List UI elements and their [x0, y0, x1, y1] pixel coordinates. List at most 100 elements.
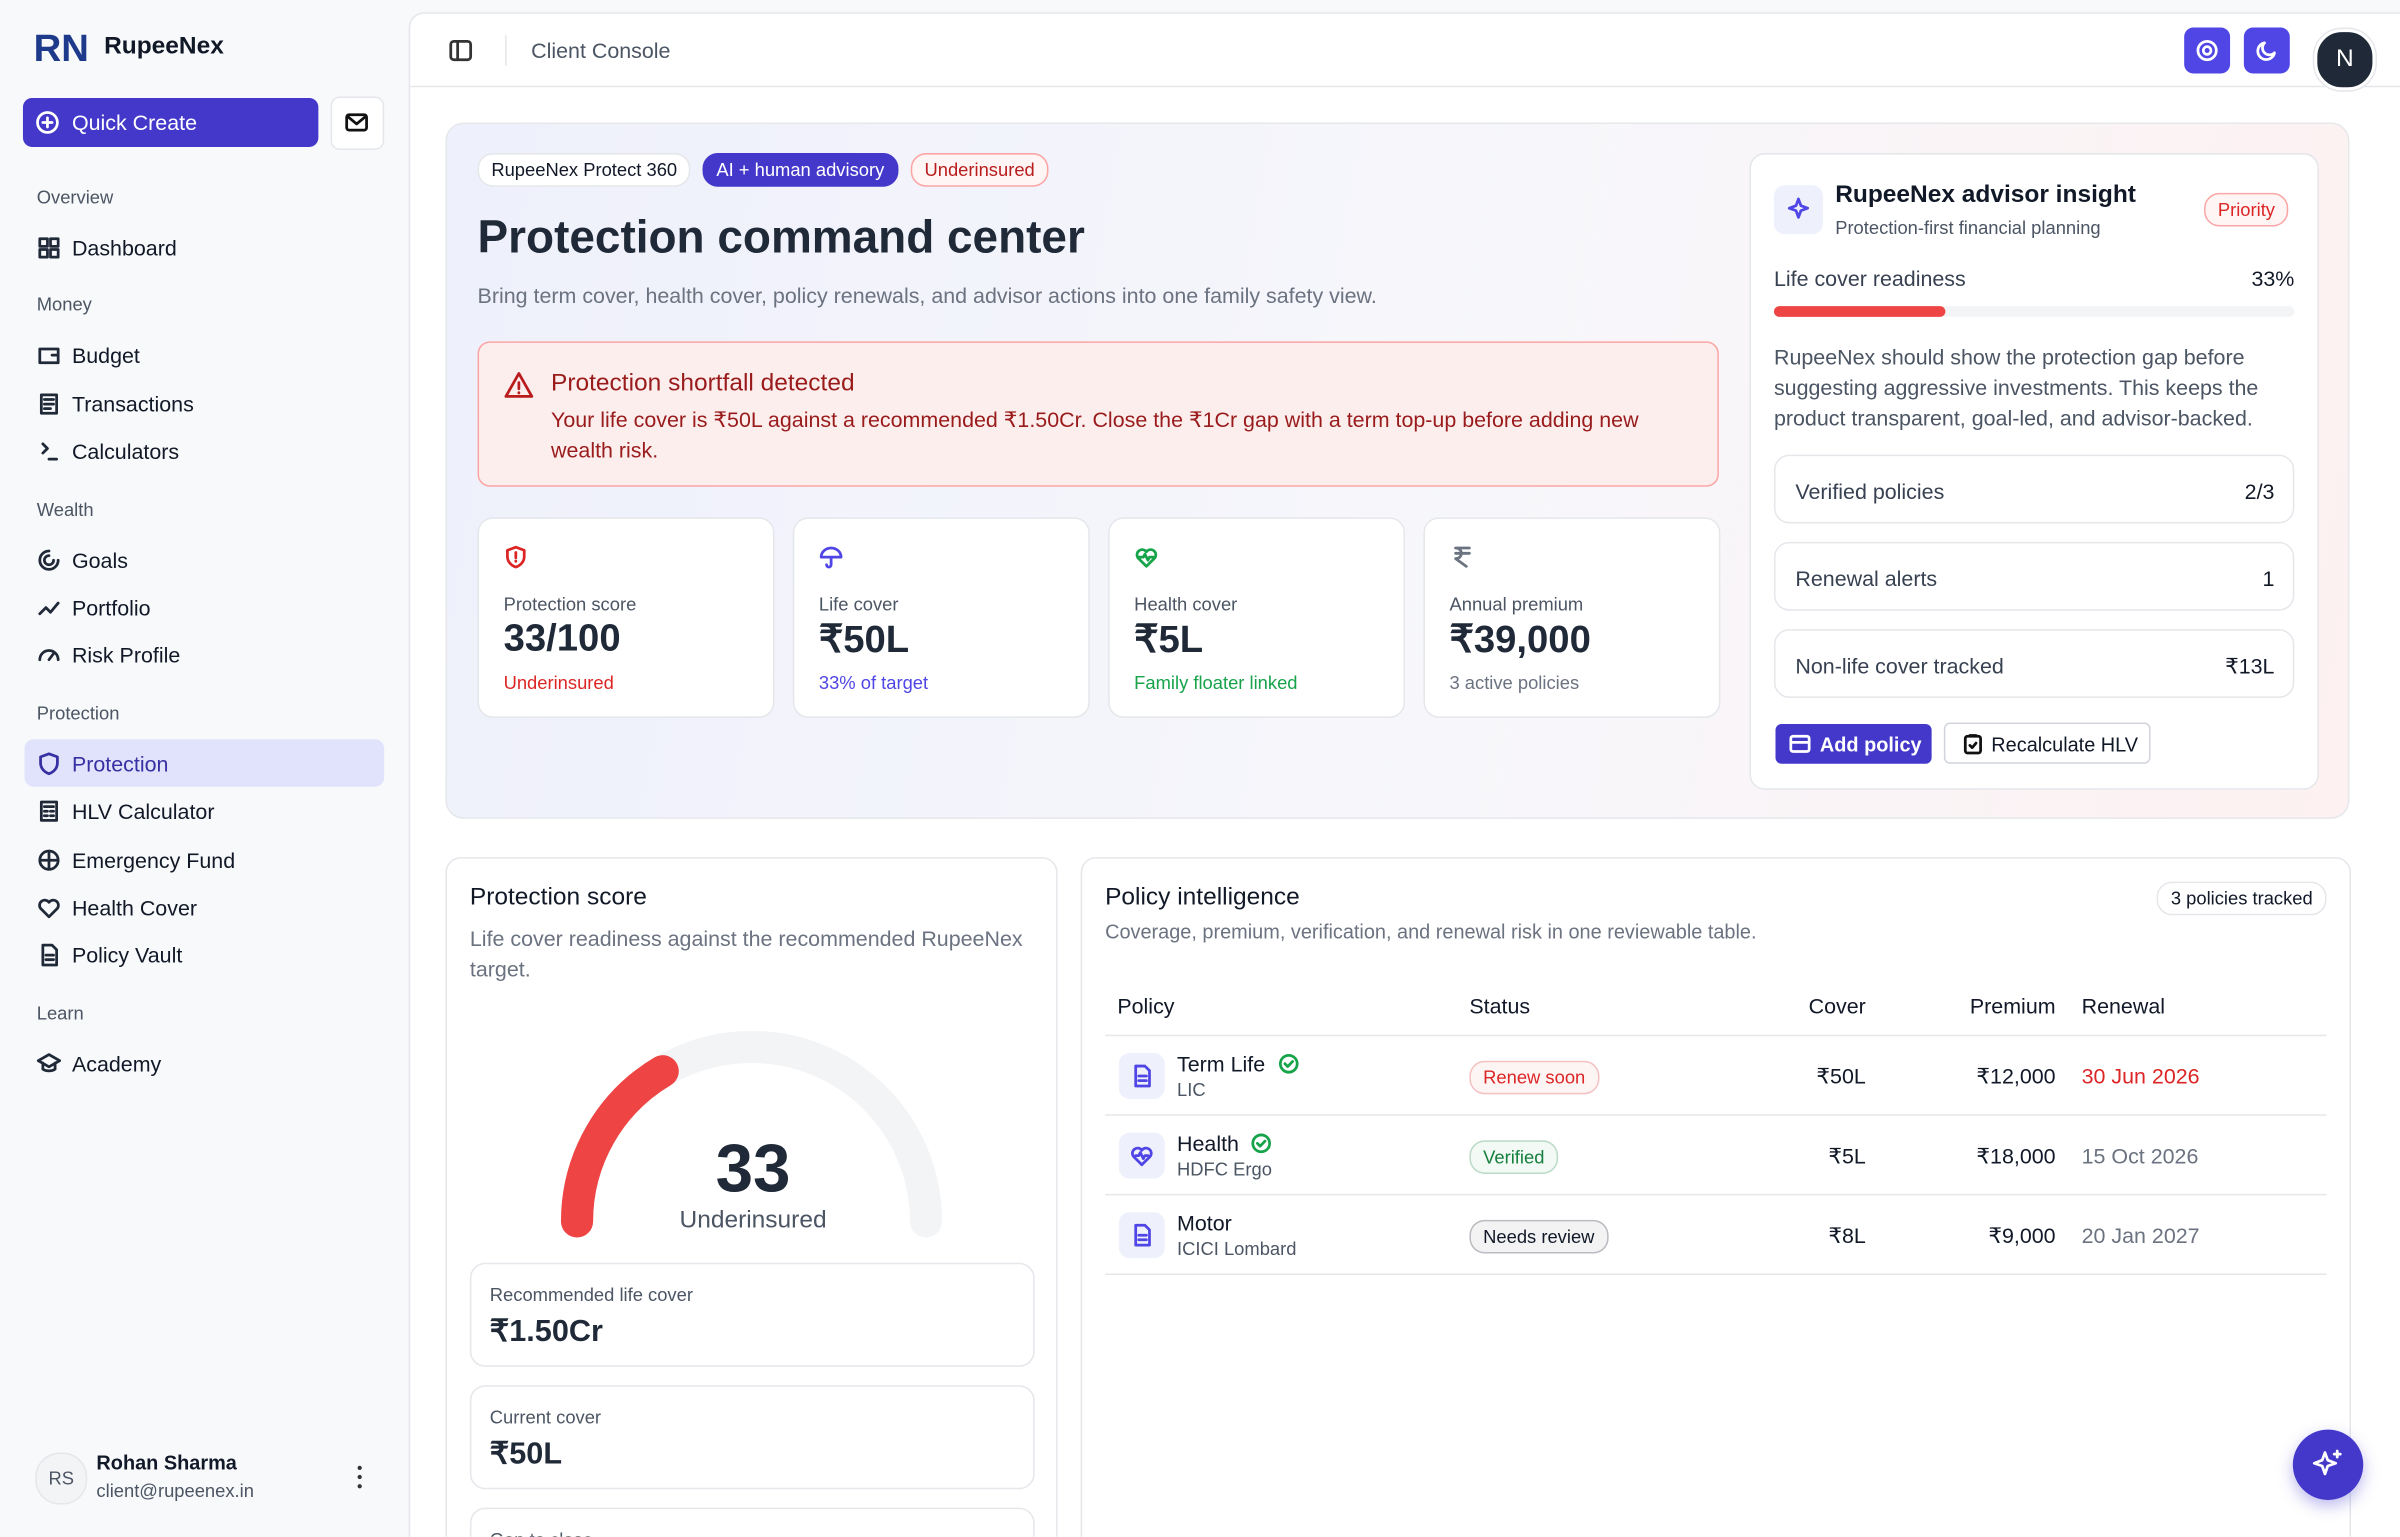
nav-section-title: Money: [36, 294, 92, 316]
add-policy-button[interactable]: Add policy: [1775, 723, 1932, 764]
hero-subtitle: Bring term cover, health cover, policy r…: [477, 283, 1377, 308]
icon-path: [38, 348, 60, 365]
policy-name: Motor: [1177, 1210, 1232, 1236]
insight-subtitle: Protection-first financial planning: [1835, 217, 2101, 239]
card-icon: [1789, 734, 1811, 753]
recalculate-label: Recalculate HLV: [1991, 733, 2139, 757]
icon: [1134, 1223, 1151, 1247]
user-menu[interactable]: [355, 1465, 364, 1489]
score-title: Protection score: [469, 884, 647, 911]
icon-path: [38, 849, 60, 871]
recalculate-button[interactable]: Recalculate HLV: [1943, 722, 2151, 764]
nav-item[interactable]: Health Cover: [24, 883, 384, 930]
icon-path: [39, 393, 59, 415]
stat-label: Health cover: [1134, 593, 1238, 616]
policy-cover: ₹5L: [1828, 1143, 1866, 1168]
nav-section-title: Overview: [36, 186, 114, 209]
alert-title: Protection shortfall detected: [551, 370, 855, 397]
verified-icon: [1278, 1053, 1299, 1074]
stat-card: Annual premium ₹39,000 3 active policies: [1423, 517, 1721, 718]
score-card: Protection score Life cover readiness ag…: [445, 857, 1058, 1537]
settings-button[interactable]: [2184, 27, 2231, 74]
nav-item[interactable]: Risk Profile: [24, 631, 384, 678]
stat-card: Health cover ₹5L Family floater linked: [1108, 517, 1406, 718]
policy-premium: ₹9,000: [1988, 1222, 2056, 1248]
nav-label: Calculators: [71, 439, 180, 465]
avatar-initial: N: [2336, 45, 2354, 72]
icon-path: [41, 442, 59, 461]
icon-path: [1134, 1064, 1151, 1088]
stat-label: Annual premium: [1449, 593, 1584, 616]
quick-create-button[interactable]: Quick Create: [22, 97, 319, 147]
nav-item[interactable]: Policy Vault: [24, 931, 384, 978]
nav-item[interactable]: Portfolio: [24, 583, 384, 630]
policy-renewal: 15 Oct 2026: [2081, 1143, 2199, 1168]
stat-note: Family floater linked: [1134, 671, 1298, 694]
nav-item[interactable]: Dashboard: [24, 223, 384, 270]
stat-value: ₹50L: [818, 618, 910, 662]
policy-icon: [1118, 1132, 1165, 1179]
gear-icon: [2196, 39, 2218, 62]
nav-label: Budget: [71, 343, 140, 368]
insight-row-label: Non-life cover tracked: [1795, 653, 2004, 679]
user-email: client@rupeenex.in: [96, 1480, 254, 1502]
nav-item[interactable]: Academy: [24, 1039, 384, 1086]
nav-item[interactable]: Protection: [24, 738, 385, 787]
nav-item[interactable]: Emergency Fund: [24, 835, 384, 882]
sidebar-toggle[interactable]: [448, 38, 473, 62]
nav-item[interactable]: Calculators: [24, 427, 384, 474]
gauge-arc: [560, 1055, 679, 1238]
assistant-fab[interactable]: [2292, 1429, 2364, 1500]
icon-path: [819, 546, 843, 569]
avatar[interactable]: N: [2314, 29, 2376, 91]
readiness-track: [1773, 306, 2295, 317]
score-box: Gap to close: [469, 1507, 1035, 1537]
icon: [38, 348, 60, 365]
warning-icon: [504, 372, 534, 398]
icon-path: [38, 549, 60, 571]
score-subtitle: Life cover readiness against the recomme…: [469, 926, 1023, 982]
stat-card: Protection score 33/100 Underinsured: [477, 517, 775, 718]
nav-item[interactable]: Transactions: [24, 379, 384, 426]
policy-insurer: ICICI Lombard: [1177, 1238, 1297, 1260]
nav-item[interactable]: HLV Calculator: [24, 787, 384, 834]
icon-path: [41, 944, 59, 968]
score-box-label: Current cover: [489, 1406, 602, 1429]
icon: [506, 545, 526, 569]
stat-value: ₹5L: [1134, 618, 1204, 662]
policy-title: Policy intelligence: [1105, 884, 1300, 911]
icon-path: [1454, 546, 1471, 568]
nav-label: Dashboard: [71, 235, 177, 261]
verified-icon: [1251, 1133, 1272, 1154]
nav-item[interactable]: Goals: [24, 535, 384, 582]
score-box-value: ₹1.50Cr: [489, 1314, 603, 1349]
policy-row: Health HDFC Ergo Verified ₹5L ₹18,000 15 Oct …: [1105, 1116, 2327, 1196]
nav-item[interactable]: Budget: [24, 331, 384, 378]
mail-button[interactable]: [330, 96, 385, 150]
gauge-value: 33: [715, 1131, 791, 1207]
icon-path: [1134, 1223, 1151, 1247]
policy-premium: ₹18,000: [1976, 1143, 2056, 1168]
nav-label: Academy: [71, 1051, 162, 1076]
stat-card: Life cover ₹50L 33% of target: [792, 517, 1090, 718]
theme-button[interactable]: [2243, 27, 2290, 74]
verified-check: [1283, 1060, 1294, 1068]
verified-circle: [1278, 1053, 1299, 1074]
icon-path: [506, 545, 526, 569]
icon: [36, 1052, 62, 1072]
nav-label: Transactions: [71, 391, 194, 417]
policy-insurer: HDFC Ergo: [1177, 1158, 1272, 1181]
insight-card: RupeeNex advisor insight Protection-firs…: [1749, 153, 2319, 790]
icon: [39, 752, 59, 775]
insight-icon-bg: [1773, 185, 1823, 235]
policy-renewal: 30 Jun 2026: [2081, 1063, 2200, 1089]
hero-badge: Underinsured: [910, 153, 1049, 187]
icon: [1131, 1146, 1153, 1167]
fab-icon: [2312, 1449, 2342, 1476]
policy-status: Needs review: [1469, 1219, 1609, 1254]
icon: [1134, 1064, 1151, 1088]
policy-cover: ₹8L: [1828, 1222, 1866, 1248]
sparkle-icon: [1787, 197, 1810, 219]
policy-row: Term Life LIC Renew soon ₹50L ₹12,000 30 Jun …: [1105, 1036, 2327, 1116]
